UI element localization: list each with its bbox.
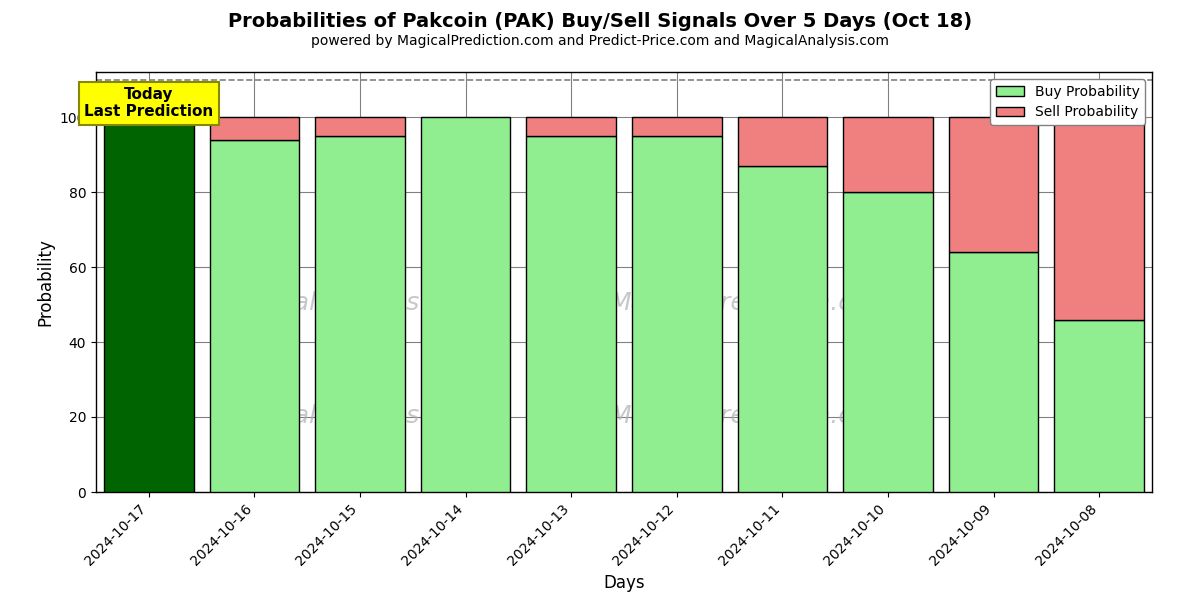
Bar [421,117,510,492]
Text: Probabilities of Pakcoin (PAK) Buy/Sell Signals Over 5 Days (Oct 18): Probabilities of Pakcoin (PAK) Buy/Sell … [228,12,972,31]
Text: MagicalPrediction.com: MagicalPrediction.com [610,291,892,315]
Bar [527,136,616,492]
Bar [844,192,932,492]
Bar [210,140,299,492]
Text: calAnalysis.com: calAnalysis.com [281,291,481,315]
Legend: Buy Probability, Sell Probability: Buy Probability, Sell Probability [990,79,1145,125]
Bar [844,117,932,192]
Text: MagicalPrediction.com: MagicalPrediction.com [610,404,892,428]
Bar [527,117,616,136]
Bar [316,136,404,492]
Bar [949,117,1038,252]
Text: calAnalysis.com: calAnalysis.com [281,404,481,428]
Bar [949,252,1038,492]
Bar [210,117,299,140]
Text: powered by MagicalPrediction.com and Predict-Price.com and MagicalAnalysis.com: powered by MagicalPrediction.com and Pre… [311,34,889,48]
X-axis label: Days: Days [604,574,644,592]
Bar [632,136,721,492]
Y-axis label: Probability: Probability [36,238,54,326]
Bar [738,166,827,492]
Bar [1055,117,1144,320]
Bar [104,117,193,492]
Bar [738,117,827,166]
Bar [316,117,404,136]
Text: Today
Last Prediction: Today Last Prediction [84,87,214,119]
Bar [1055,320,1144,492]
Bar [632,117,721,136]
